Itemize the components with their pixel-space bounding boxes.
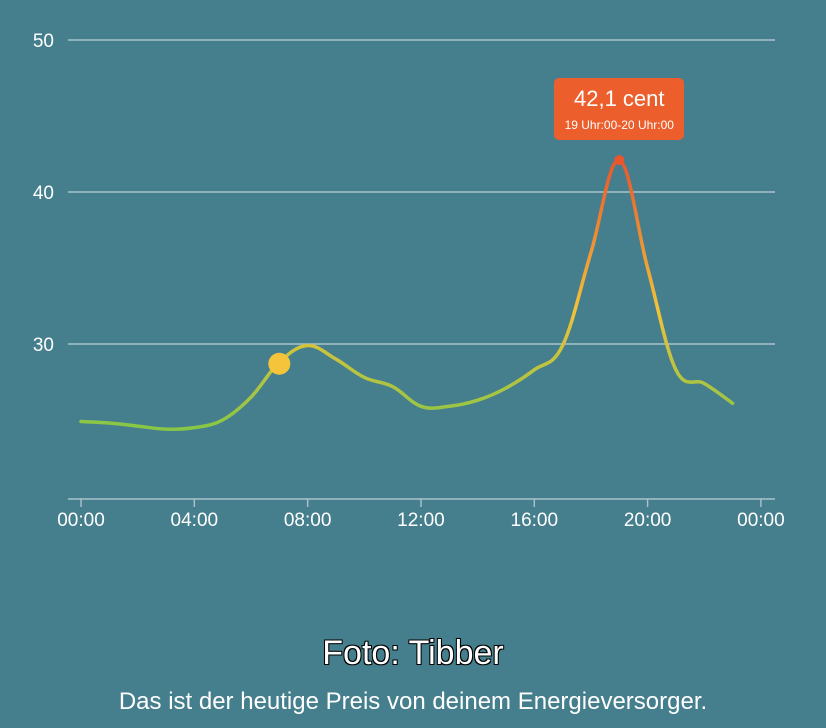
x-tick-label: 04:00 (171, 510, 219, 531)
data-point-2300[interactable] (727, 397, 739, 409)
x-tick-label: 12:00 (397, 510, 445, 531)
data-point-2000[interactable] (642, 262, 654, 274)
data-point-0000[interactable] (75, 416, 87, 428)
data-point-0200[interactable] (132, 420, 144, 432)
data-point-2100[interactable] (670, 364, 682, 376)
data-point-0900[interactable] (330, 353, 342, 365)
x-tick-label: 00:00 (737, 510, 785, 531)
price-line (79, 158, 735, 431)
price-tooltip: 42,1 cent 19 Uhr:00-20 Uhr:00 (554, 78, 685, 141)
data-point-1400[interactable] (472, 394, 484, 406)
data-point-1000[interactable] (358, 371, 370, 383)
data-point-1500[interactable] (500, 382, 512, 394)
peak-point (614, 155, 625, 166)
data-point-1800[interactable] (585, 247, 597, 259)
data-point-0300[interactable] (160, 423, 172, 435)
x-tick-label: 00:00 (57, 510, 105, 531)
image-caption: Das ist der heutige Preis von deinem Ene… (118, 688, 708, 715)
x-tick-label: 20:00 (624, 510, 672, 531)
tooltip-price: 42,1 cent (574, 86, 665, 112)
current-hour-marker[interactable] (268, 352, 291, 375)
y-tick-label: 30 (33, 335, 54, 356)
price-chart: 50 40 30 00:00 04:00 08:00 12:00 16:00 20:00 00:… (33, 31, 785, 531)
data-point-0600[interactable] (245, 391, 257, 403)
y-tick-label: 40 (33, 183, 54, 204)
data-point-0800[interactable] (302, 340, 314, 352)
y-tick-label: 50 (33, 31, 54, 52)
data-point-2200[interactable] (698, 378, 710, 390)
data-point-0400[interactable] (188, 422, 200, 434)
data-point-1600[interactable] (528, 364, 540, 376)
x-tick-label: 08:00 (284, 510, 332, 531)
data-point-0100[interactable] (103, 417, 115, 429)
data-point-1300[interactable] (443, 400, 455, 412)
data-point-1100[interactable] (387, 381, 399, 393)
x-tick-label: 16:00 (511, 510, 559, 531)
photo-credit: Foto: Tibber (322, 634, 504, 672)
data-point-1200[interactable] (415, 400, 427, 412)
tooltip-time-range: 19 Uhr:00-20 Uhr:00 (564, 118, 674, 133)
data-point-0500[interactable] (217, 414, 229, 426)
data-point-1700[interactable] (557, 340, 569, 352)
